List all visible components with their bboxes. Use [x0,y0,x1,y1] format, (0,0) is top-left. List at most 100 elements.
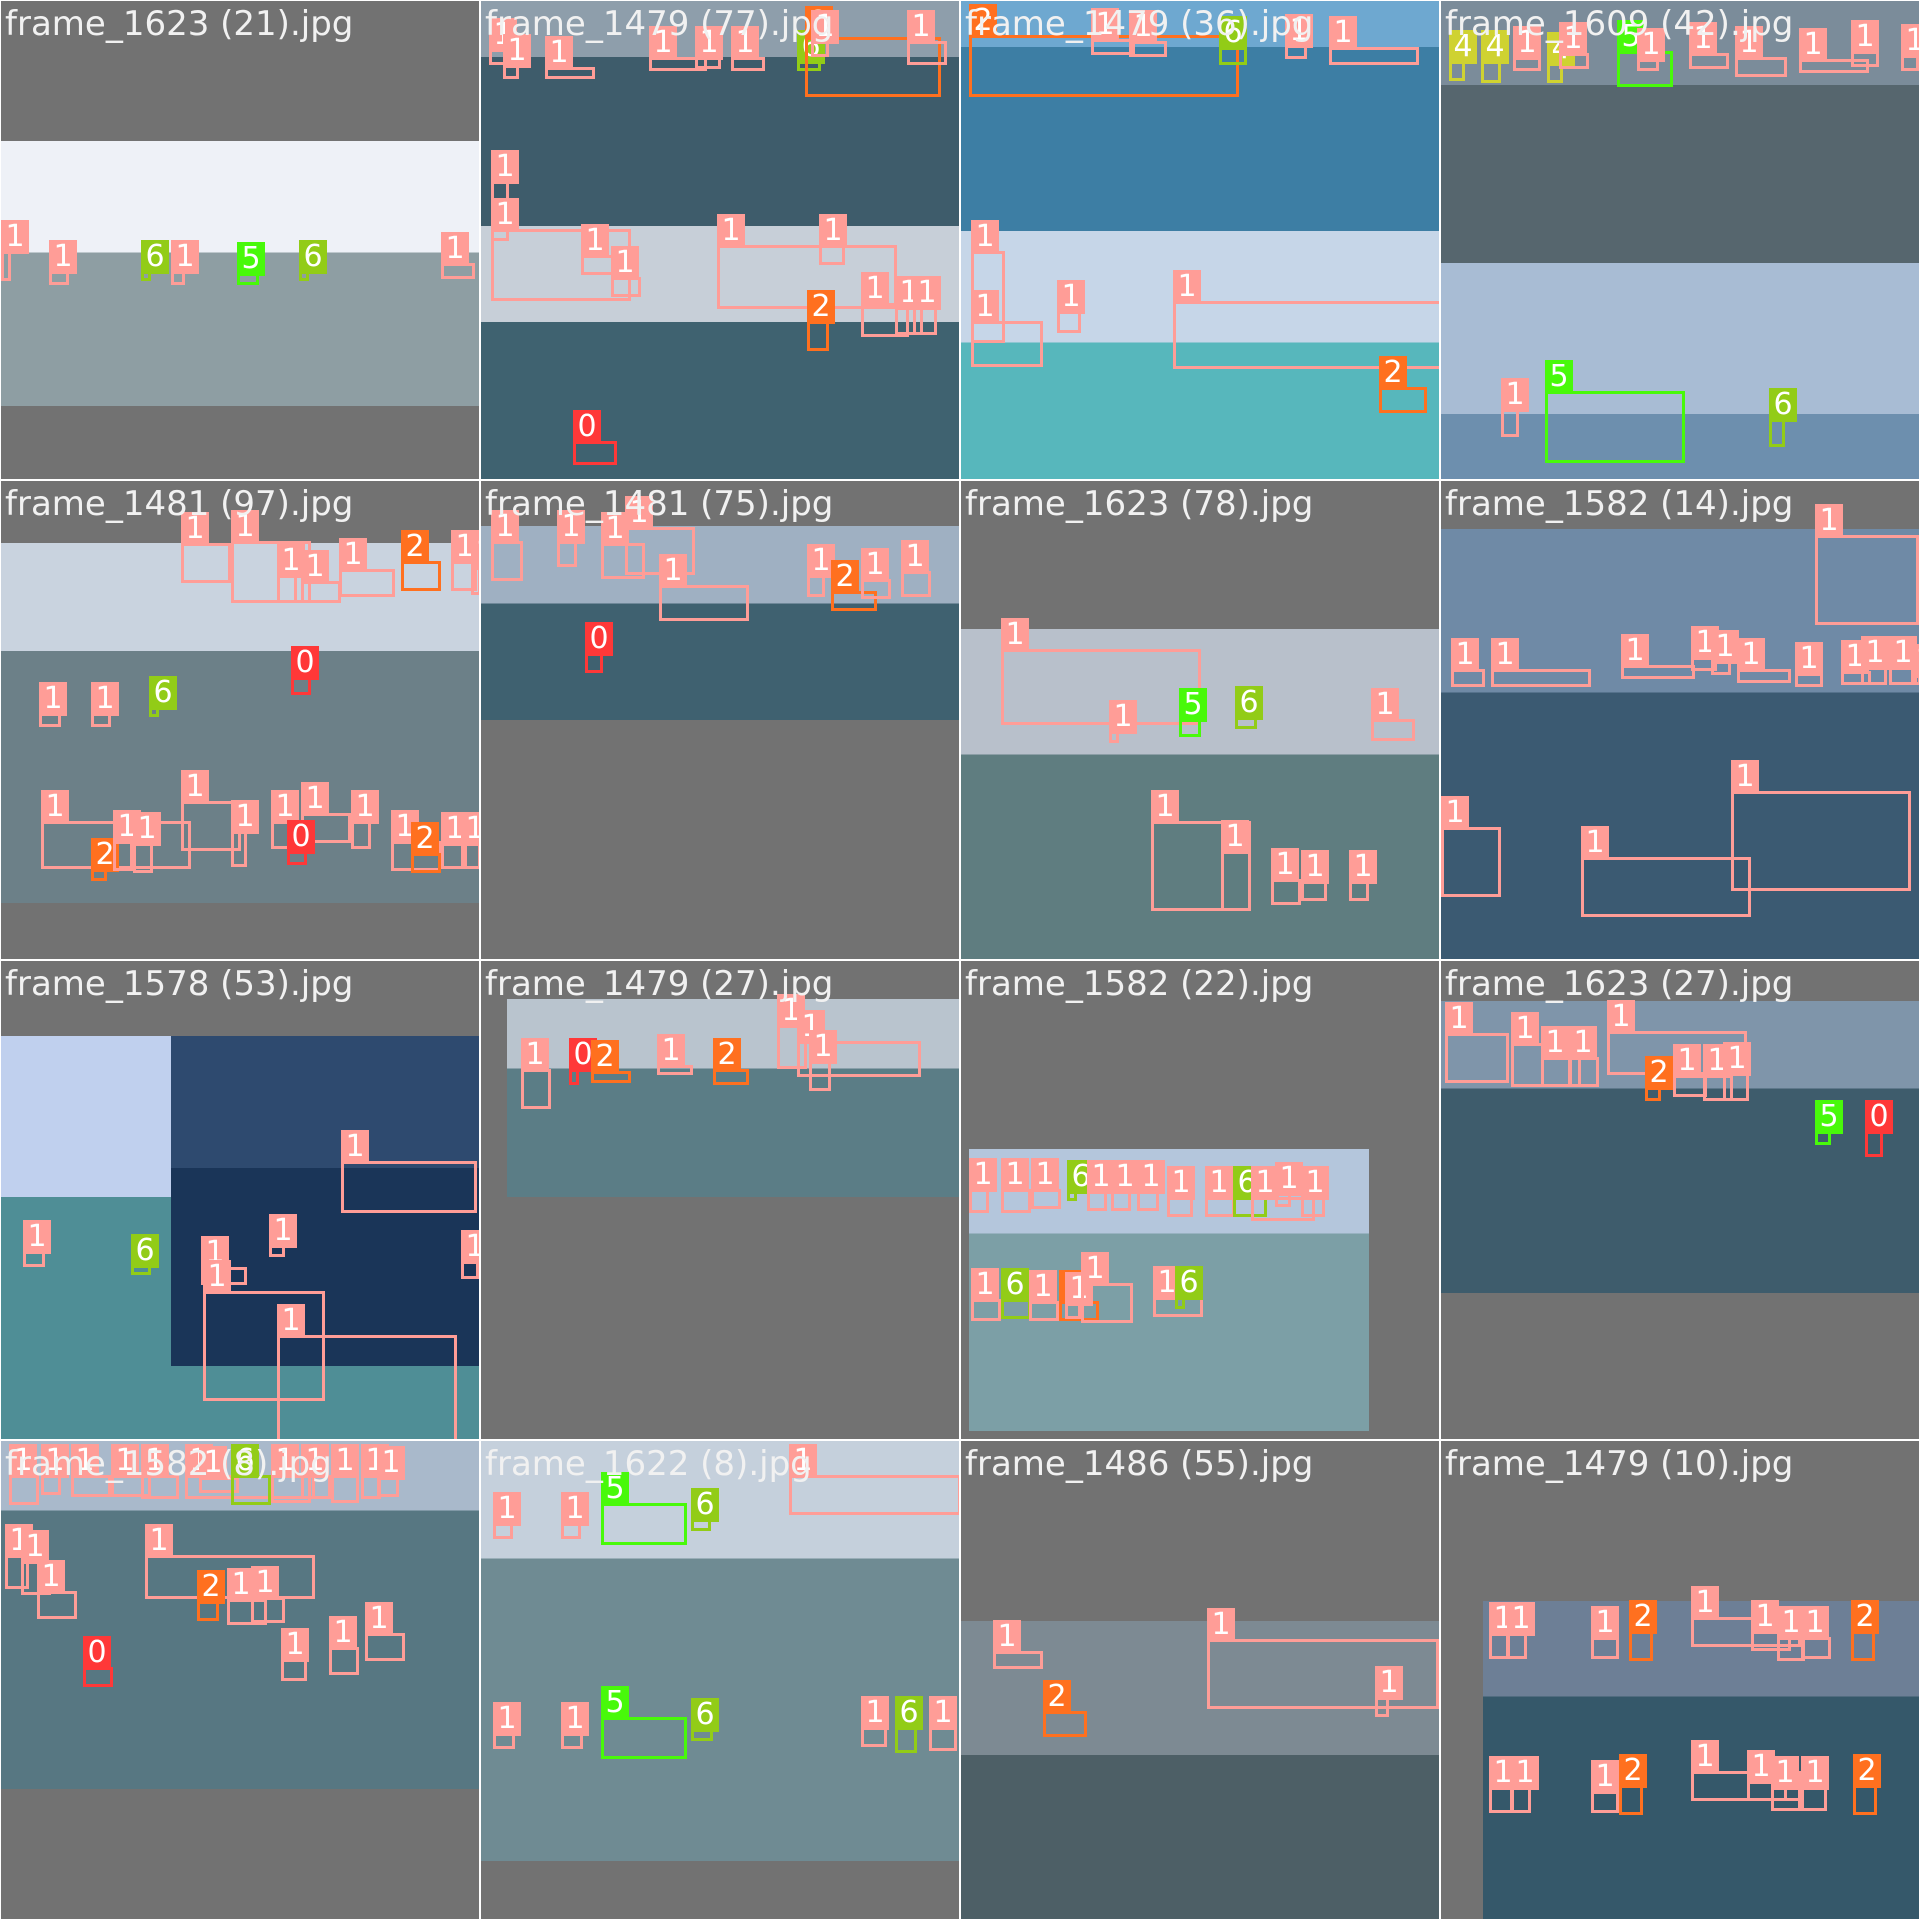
detection-box: 1 [1591,1760,1619,1813]
detection-box: 1 [339,538,395,597]
class-label: 1 [1329,16,1357,50]
detection-box: 2 [91,838,119,881]
class-label: 1 [1275,1162,1303,1196]
class-label: 1 [1751,1600,1779,1634]
class-label: 1 [339,538,367,572]
class-label: 1 [461,1230,479,1264]
class-label: 1 [1507,1602,1535,1636]
detection-box: 1 [971,290,1043,367]
class-label: 1 [1349,850,1377,884]
mosaic-tile: frame_1486 (55).jpg 1 1 2 1 [961,1441,1439,1919]
detection-box: 1 [1109,700,1137,743]
class-label: 2 [1851,1600,1879,1634]
class-label: 1 [717,214,745,248]
detection-box: 1 [1851,20,1879,67]
detection-box: 1 [471,536,479,595]
class-label: 0 [1865,1100,1893,1134]
detection-box: 1 [199,1446,239,1493]
class-label: 1 [1691,1586,1719,1620]
detection-box: 1 [21,1530,51,1595]
detection-box: 1 [1081,1252,1133,1323]
detection-box: 1 [271,790,301,849]
class-label: 1 [503,34,531,68]
detection-box: 1 [1205,1166,1235,1217]
class-label: 1 [1771,1756,1799,1790]
detection-box: 1 [1129,10,1167,57]
detection-box: 1 [441,232,475,279]
class-label: 1 [657,1034,685,1068]
detection-box: 1 [1735,26,1787,77]
class-label: 1 [1511,1012,1539,1046]
detection-box: 1 [1711,630,1739,675]
detection-box: 1 [1541,1026,1581,1087]
detection-box: 6 [1001,1268,1031,1319]
class-label: 1 [491,150,519,184]
class-label: 5 [237,242,265,276]
class-label: 1 [301,550,329,584]
photo-region [1441,529,1919,959]
detection-box: 2 [591,1040,631,1083]
class-label: 1 [731,26,759,60]
class-label: 1 [1737,638,1765,672]
class-label: 1 [251,1566,279,1600]
class-label: 5 [1179,688,1207,722]
detection-box: 1 [1329,16,1419,65]
detection-box: 1 [171,240,199,285]
detection-box: 1 [351,790,379,849]
detection-box: 6 [149,676,177,717]
class-label: 1 [41,1444,69,1478]
class-label: 0 [83,1636,111,1670]
class-label: 5 [601,1686,629,1720]
class-label: 2 [969,4,997,38]
tile-filename: frame_1623 (21).jpg [5,4,354,44]
class-label: 1 [1799,28,1827,62]
detection-box: 1 [1445,1002,1509,1083]
class-label: 6 [691,1698,719,1732]
detection-box: 2 [969,4,1239,97]
class-label: 1 [907,10,935,44]
detection-box: 1 [1275,1162,1303,1207]
class-label: 1 [1541,1026,1569,1060]
mosaic-tile: frame_1623 (78).jpg 1 1 5 6 1 1 1 1 1 1 [961,481,1439,959]
detection-box: 1 [9,1444,39,1505]
detection-box: 1 [301,782,351,843]
detection-box: 1 [41,1444,69,1495]
class-label: 6 [299,240,327,274]
detection-box: 1 [861,548,891,599]
detection-box: 1 [1591,1606,1619,1659]
detection-box: 1 [1801,1606,1831,1659]
detection-box: 1 [901,540,931,597]
detection-box: 1 [1271,848,1301,905]
detection-box: 1 [181,512,231,583]
class-label: 0 [573,410,601,444]
detection-box: 1 [1489,1756,1517,1813]
detection-box: 1 [281,1628,309,1681]
class-label: 1 [231,510,259,544]
detection-box: 1 [503,34,531,79]
detection-box: 1 [71,1444,111,1497]
detection-box: 0 [585,622,613,673]
detection-box: 1 [611,246,641,297]
detection-box: 1 [231,800,259,867]
detection-box: 6 [1175,1266,1203,1309]
class-label: 1 [1207,1608,1235,1642]
detection-box: 6 [691,1698,719,1741]
mosaic-tile: frame_1582 (8).jpg1111111611111111121101… [1,1441,479,1919]
detection-box: 1 [1375,1666,1403,1717]
detection-box: 1 [969,1158,997,1213]
detection-box: 1 [251,1566,285,1623]
tile-filename: frame_1481 (97).jpg [5,484,354,524]
class-label: 1 [807,544,835,578]
detection-box: 1 [1689,22,1729,69]
class-label: 1 [231,800,259,834]
detection-box: 1 [861,272,909,337]
detection-box: 0 [569,1038,597,1085]
class-label: 1 [1221,820,1249,854]
detection-box: 2 [807,290,835,351]
detection-box: 2 [401,530,441,591]
class-label: 1 [861,548,889,582]
class-label: 2 [1853,1754,1881,1788]
detection-box: 1 [811,10,839,57]
detection-box: 1 [91,682,119,727]
class-label: 1 [1057,280,1085,314]
